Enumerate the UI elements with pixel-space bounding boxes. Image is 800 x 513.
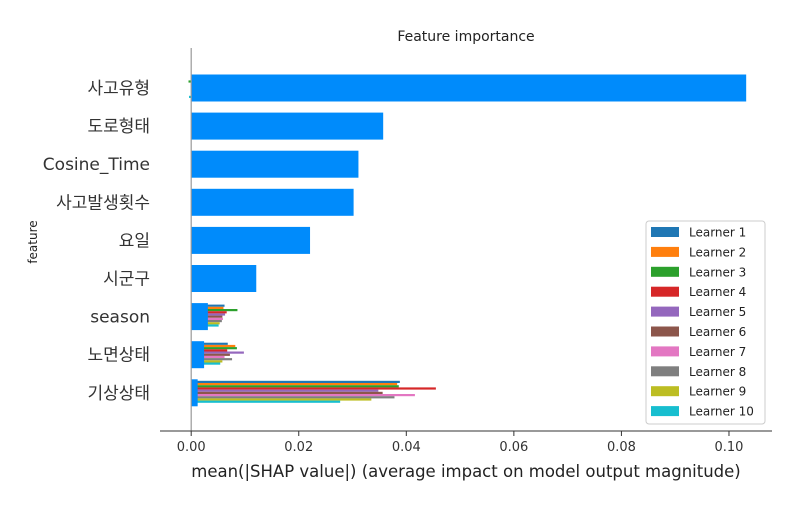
x-ticks: 0.00 0.02 0.04 0.06 0.08 0.10	[177, 431, 744, 455]
legend-label: Learner 1	[689, 226, 746, 240]
y-axis-label: feature	[26, 220, 40, 263]
feature-bar	[191, 303, 208, 331]
legend-label: Learner 8	[689, 365, 746, 379]
legend-swatch	[651, 346, 679, 357]
legend-label: Learner 6	[689, 325, 746, 339]
learner-bar	[191, 355, 225, 359]
learner-bar	[191, 396, 395, 399]
feature-bar	[191, 265, 257, 292]
feature-bar	[191, 341, 205, 369]
legend-swatch	[651, 406, 679, 417]
legend-label: Learner 4	[689, 285, 746, 299]
learner-bar	[191, 351, 244, 354]
feature-bar	[191, 150, 359, 178]
learner-bar	[191, 362, 221, 365]
legend-swatch	[651, 286, 679, 297]
legend-label: Learner 10	[689, 405, 754, 419]
learner-bar	[191, 389, 379, 392]
learner-bars	[188, 80, 436, 403]
feature-bar	[191, 74, 747, 102]
category-label: 요일	[119, 231, 150, 251]
legend-label: Learner 9	[689, 385, 746, 399]
feature-bar	[191, 379, 198, 407]
legend-swatch	[651, 306, 679, 317]
category-label: 사고유형	[87, 79, 150, 99]
learner-bar	[191, 391, 383, 394]
main-bars	[191, 74, 747, 407]
learner-bar	[191, 385, 399, 388]
legend-swatch	[651, 246, 679, 257]
category-label: season	[90, 308, 150, 328]
learner-bar	[191, 383, 398, 386]
learner-bar	[191, 358, 233, 361]
x-tick-label: 0.06	[499, 440, 528, 455]
legend-label: Learner 7	[689, 345, 746, 359]
x-tick-label: 0.00	[177, 440, 206, 455]
x-tick-label: 0.04	[392, 440, 421, 455]
learner-bar	[191, 400, 341, 403]
category-label: Cosine_Time	[43, 155, 150, 175]
legend-swatch	[651, 326, 679, 337]
feature-bar	[191, 188, 354, 216]
chart-title: Feature importance	[397, 29, 534, 45]
x-tick-label: 0.08	[607, 440, 636, 455]
category-label: 사고발생횟수	[56, 193, 150, 213]
learner-bar	[191, 353, 230, 356]
legend-label: Learner 3	[689, 265, 746, 279]
legend-swatch	[651, 386, 679, 397]
learner-bar	[191, 309, 238, 312]
learner-bar	[191, 313, 226, 316]
legend-label: Learner 2	[689, 245, 746, 259]
category-label: 시군구	[103, 270, 150, 290]
x-axis-label: mean(|SHAP value|) (average impact on mo…	[191, 462, 741, 481]
category-label: 기상상태	[87, 384, 150, 404]
learner-bar	[191, 394, 415, 397]
feature-bar	[191, 112, 384, 140]
axes	[160, 48, 772, 432]
legend-swatch	[651, 227, 679, 237]
x-tick-label: 0.10	[715, 440, 744, 455]
learner-bar	[191, 398, 372, 401]
learner-bar	[189, 95, 192, 98]
learner-bar	[191, 311, 227, 314]
category-label: 도로형태	[87, 117, 150, 137]
legend-label: Learner 5	[689, 305, 746, 319]
learner-bar	[191, 349, 228, 352]
learner-bar	[191, 387, 436, 390]
feature-bar	[191, 226, 311, 254]
learner-bar	[191, 380, 400, 383]
legend-swatch	[651, 366, 679, 377]
learner-bar	[188, 80, 192, 83]
learner-bar	[191, 342, 228, 345]
legend-swatch	[651, 266, 679, 277]
learner-bar	[191, 347, 237, 350]
legend: Learner 1 Learner 2 Learner 3 Learner 4 Lear…	[645, 220, 766, 425]
learner-bar	[191, 344, 236, 348]
learner-bar	[191, 360, 223, 363]
x-tick-label: 0.02	[284, 440, 313, 455]
category-label: 노면상태	[87, 346, 150, 366]
